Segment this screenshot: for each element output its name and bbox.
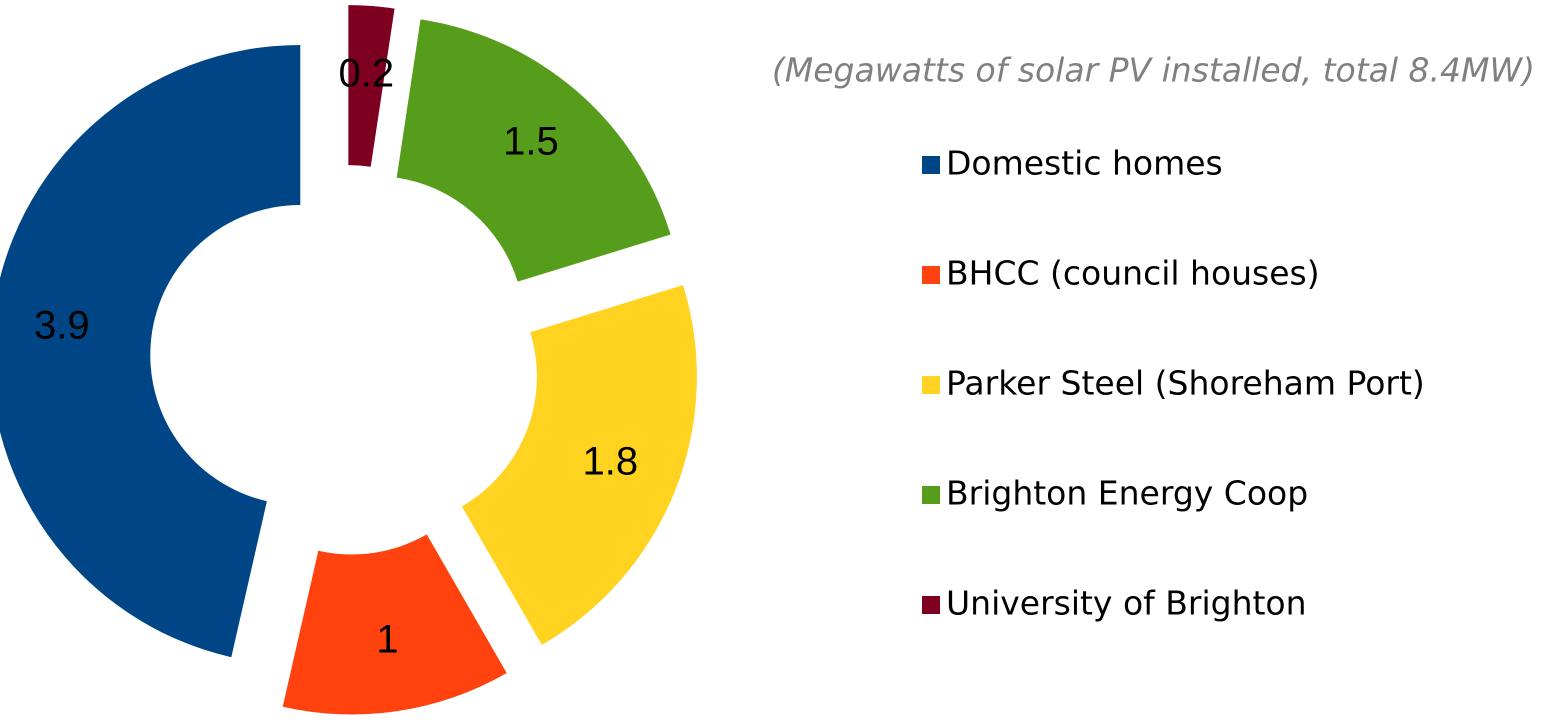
- data-label: 1: [376, 617, 398, 661]
- donut-segment: [396, 19, 671, 282]
- legend-swatch: [922, 266, 940, 284]
- legend-swatch: [922, 156, 940, 174]
- donut-segment: [0, 44, 301, 658]
- legend-label: Brighton Energy Coop: [946, 474, 1308, 513]
- legend-label: University of Brighton: [946, 584, 1307, 623]
- data-label: 0.2: [338, 51, 394, 95]
- data-label: 1.5: [503, 120, 559, 164]
- data-label: 3.9: [34, 304, 90, 348]
- donut-segment: [282, 534, 507, 715]
- donut-segment: [461, 285, 697, 645]
- legend-swatch: [922, 376, 940, 394]
- legend-label: Domestic homes: [946, 144, 1223, 183]
- legend-swatch: [922, 596, 940, 614]
- chart-subtitle: (Megawatts of solar PV installed, total …: [772, 51, 1535, 90]
- donut-segment: [348, 5, 395, 167]
- data-label: 1.8: [582, 440, 638, 484]
- legend-swatch: [922, 486, 940, 504]
- legend-label: BHCC (council houses): [946, 254, 1320, 293]
- legend-label: Parker Steel (Shoreham Port): [946, 364, 1425, 403]
